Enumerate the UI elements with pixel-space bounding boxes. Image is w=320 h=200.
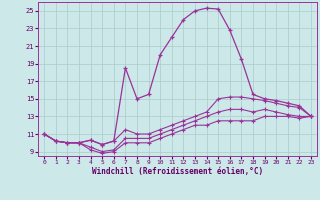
X-axis label: Windchill (Refroidissement éolien,°C): Windchill (Refroidissement éolien,°C)	[92, 167, 263, 176]
